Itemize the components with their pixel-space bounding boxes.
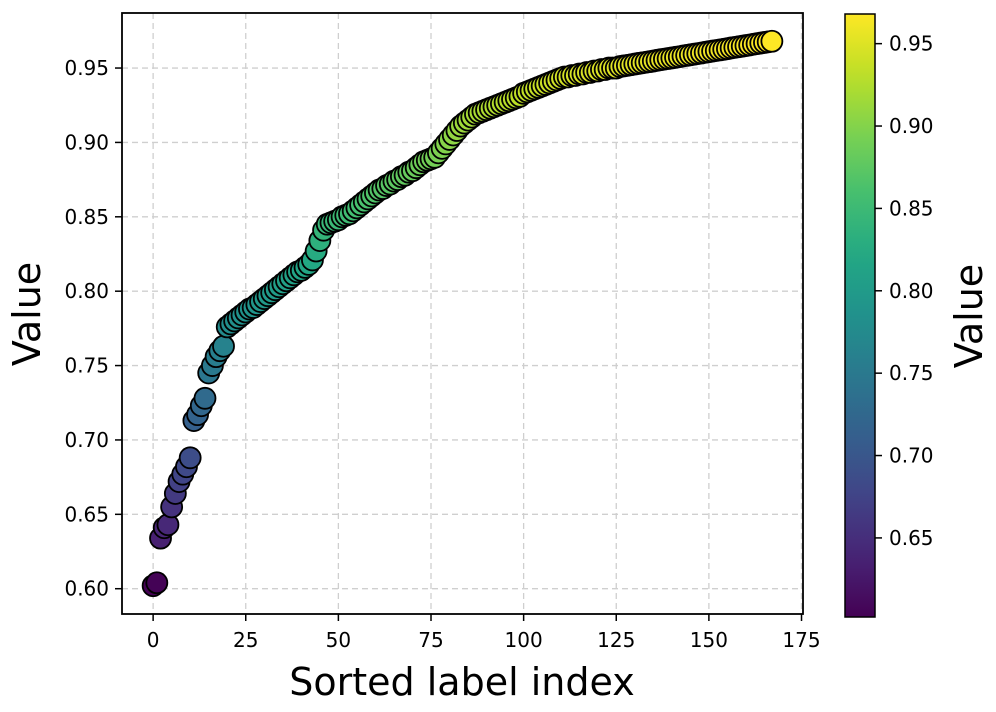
y-tick-label: 0.80 xyxy=(64,279,109,303)
data-point xyxy=(193,386,217,410)
colorbar-label: Value xyxy=(947,264,991,368)
x-tick-label: 150 xyxy=(690,628,728,652)
data-point xyxy=(212,334,235,358)
x-tick-label: 100 xyxy=(505,628,543,652)
x-tick-label: 0 xyxy=(147,628,160,652)
data-point xyxy=(145,571,169,595)
x-tick-label: 175 xyxy=(782,628,820,652)
x-tick-label: 50 xyxy=(326,628,351,652)
colorbar-tick-label: 0.70 xyxy=(889,444,934,468)
colorbar-tick-label: 0.85 xyxy=(889,196,934,220)
x-axis-label: Sorted label index xyxy=(289,660,634,704)
x-tick-label: 25 xyxy=(233,628,258,652)
y-tick-label: 0.85 xyxy=(64,205,109,229)
x-tick-label: 125 xyxy=(597,628,635,652)
x-tick-label: 75 xyxy=(418,628,443,652)
y-tick-label: 0.95 xyxy=(64,56,109,80)
data-point xyxy=(760,29,784,53)
colorbar-tick-label: 0.95 xyxy=(889,32,934,56)
colorbar-ticks: 0.65 0.70 0.75 0.80 0.85 0.90 0.95 xyxy=(875,32,934,550)
y-tick-label: 0.90 xyxy=(64,130,109,154)
y-axis-label: Value xyxy=(5,262,49,366)
y-tick-label: 0.65 xyxy=(64,502,109,526)
colorbar-tick-label: 0.65 xyxy=(889,526,934,550)
colorbar-tick-label: 0.75 xyxy=(889,361,934,385)
x-axis-ticks: 0 25 50 75 100 125 150 175 xyxy=(147,614,821,652)
y-axis-ticks: 0.60 0.65 0.70 0.75 0.80 0.85 0.90 0.95 xyxy=(64,56,122,601)
colorbar-tick-label: 0.80 xyxy=(889,279,934,303)
colorbar xyxy=(844,13,876,618)
y-tick-label: 0.70 xyxy=(64,428,109,452)
plot-border xyxy=(121,12,804,615)
data-point xyxy=(178,446,202,470)
colorbar-tick-label: 0.90 xyxy=(889,114,934,138)
grid-layer xyxy=(122,13,803,614)
y-tick-label: 0.75 xyxy=(64,354,109,378)
scatter-points-layer xyxy=(141,29,784,598)
y-tick-label: 0.60 xyxy=(64,577,109,601)
